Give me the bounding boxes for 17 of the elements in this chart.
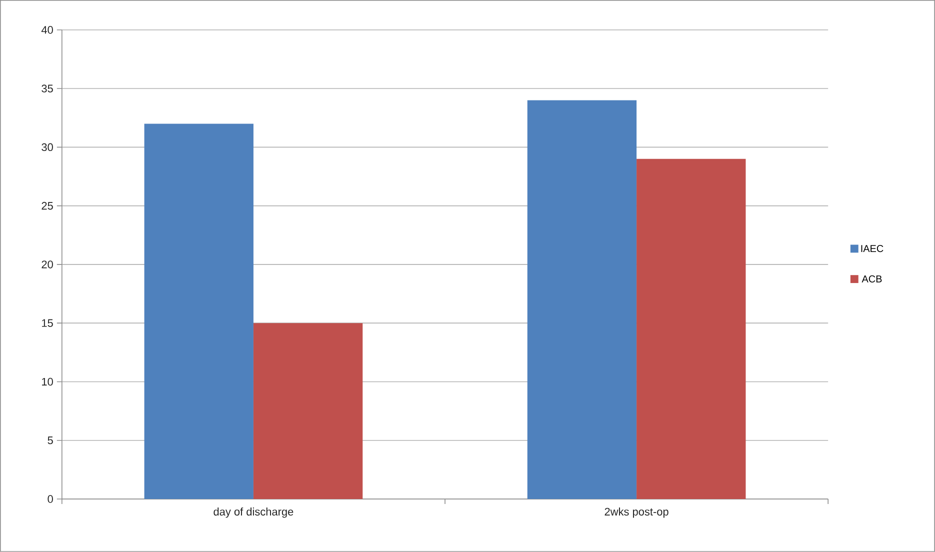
y-tick-label: 30 xyxy=(42,143,53,152)
y-tick-label: 40 xyxy=(41,26,53,34)
legend-label: ACB xyxy=(862,275,882,283)
x-tick-label: day of discharge xyxy=(214,508,294,518)
bar xyxy=(144,124,254,500)
bar xyxy=(636,158,746,500)
bar xyxy=(527,100,637,500)
y-tick-label: 0 xyxy=(48,495,53,503)
y-tick-label: 25 xyxy=(42,202,53,210)
y-tick-label: 20 xyxy=(42,260,53,268)
x-tick-label: 2wks post-op xyxy=(604,508,668,518)
bar xyxy=(253,323,363,500)
y-tick-label: 15 xyxy=(42,319,53,327)
y-tick-label: 10 xyxy=(42,378,53,386)
legend-label: IAEC xyxy=(861,245,884,252)
y-tick-label: 5 xyxy=(48,436,53,444)
y-tick-label: 35 xyxy=(42,84,53,92)
